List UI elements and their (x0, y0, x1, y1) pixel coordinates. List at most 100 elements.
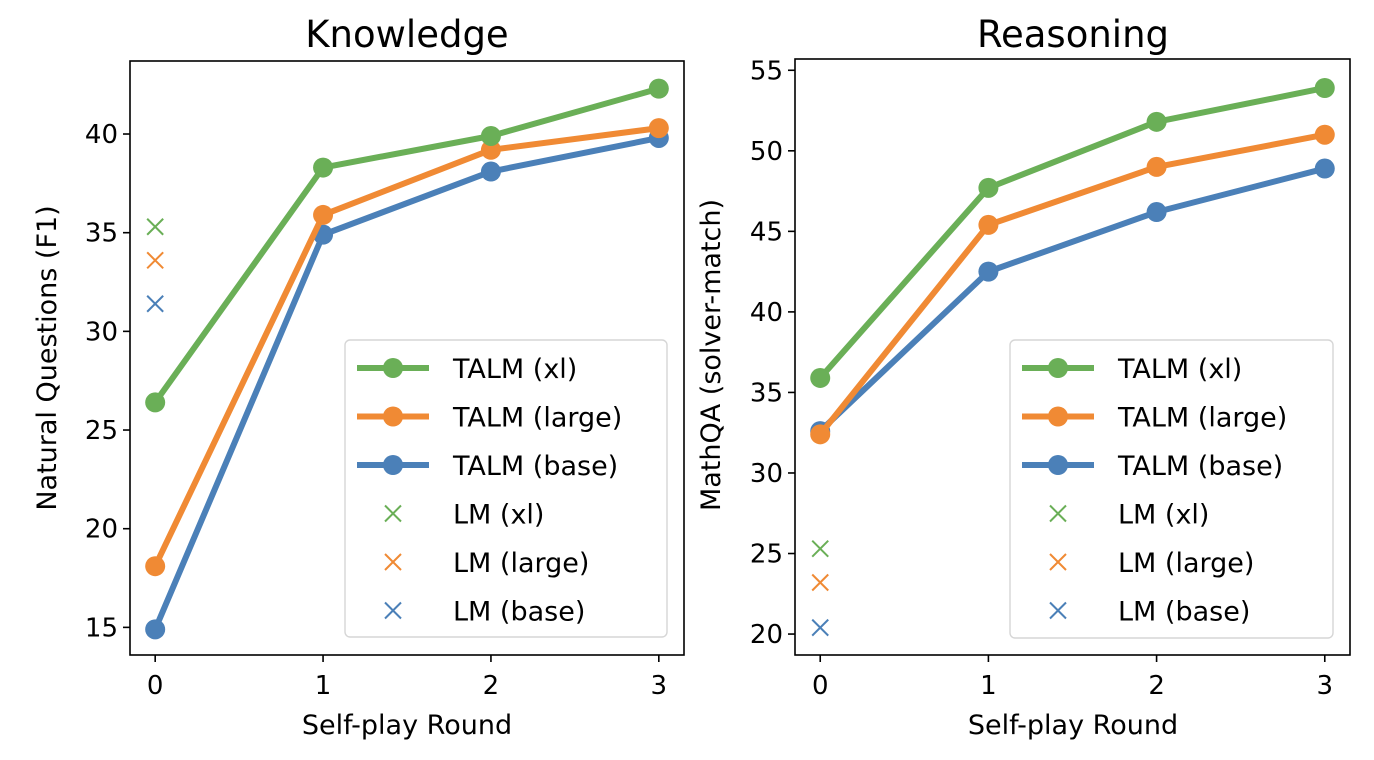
series-lm-large (146, 251, 164, 270)
data-point-cross (146, 251, 164, 270)
y-tick-label: 40 (750, 298, 783, 328)
x-tick-label: 3 (651, 671, 668, 701)
data-point (978, 177, 999, 198)
y-tick-label: 55 (750, 56, 783, 86)
data-point (145, 392, 166, 413)
legend-marker (1048, 455, 1068, 475)
legend-item-lm-large: LM (large) (384, 548, 589, 579)
data-point-cross (811, 573, 829, 592)
x-axis-label: Self-play Round (968, 710, 1178, 741)
x-tick-label: 2 (483, 671, 500, 701)
legend-label: LM (xl) (1118, 500, 1209, 531)
x-tick-label: 3 (1316, 671, 1333, 701)
series-talm-base (145, 127, 669, 640)
legend-marker (1048, 406, 1068, 427)
data-point (480, 125, 501, 146)
y-tick-label: 15 (85, 613, 118, 643)
data-point-cross (146, 295, 164, 313)
data-point (978, 261, 999, 282)
legend-item-talm-xl: TALM (xl) (357, 354, 577, 385)
legend: TALM (xl) TALM (large) TALM (base) LM (xl) L… (344, 339, 668, 638)
data-point (648, 118, 669, 139)
y-tick-label: 25 (85, 416, 118, 446)
y-axis-label: MathQA (solver-match) (696, 199, 727, 511)
legend-marker (383, 406, 403, 427)
data-point (1146, 202, 1167, 223)
data-point (480, 161, 501, 182)
data-point (1314, 124, 1335, 145)
y-tick-label: 45 (750, 217, 783, 247)
legend-item-talm-base: TALM (base) (357, 451, 618, 482)
axes-frame (129, 60, 685, 656)
legend-label: LM (base) (453, 597, 585, 628)
x-tick-label: 1 (315, 671, 332, 701)
data-point (145, 619, 166, 640)
x-tick-label: 0 (812, 671, 829, 701)
y-tick-label: 30 (85, 317, 118, 347)
legend-cross-marker (384, 601, 402, 620)
legend-cross-marker (1049, 553, 1067, 571)
data-point (1314, 158, 1335, 179)
series-lm-base (146, 295, 164, 313)
chart-title: Reasoning (977, 13, 1169, 56)
reasoning-chart: Reasoning MathQA (solver-match) Self-pla… (696, 13, 1351, 741)
series-line (818, 165, 1326, 434)
data-point (648, 78, 669, 99)
x-axis-label: Self-play Round (302, 710, 512, 741)
series-line (152, 125, 660, 568)
data-point (480, 139, 501, 160)
legend-cross-marker (384, 553, 402, 571)
plot-area: 20 25 30 35 40 45 50 55 0 1 2 3 TALM (xl) TALM (large… (750, 56, 1351, 701)
legend-label: TALM (xl) (452, 354, 577, 385)
data-point (313, 157, 334, 178)
legend: TALM (xl) TALM (large) TALM (base) LM (xl) L… (1009, 339, 1334, 639)
y-tick-label: 20 (85, 515, 118, 545)
data-point (978, 214, 999, 235)
x-tick-label: 2 (1148, 671, 1165, 701)
legend-item-talm-large: TALM (large) (1022, 403, 1287, 434)
legend-marker (383, 358, 403, 378)
data-point-cross (811, 618, 829, 637)
legend-item-lm-xl: LM (xl) (1049, 500, 1209, 531)
chart-title: Knowledge (305, 13, 508, 56)
x-tick-label: 1 (980, 671, 997, 701)
data-point (313, 204, 334, 225)
series-talm-xl (145, 78, 669, 413)
legend-item-lm-base: LM (base) (1049, 597, 1250, 628)
y-tick-label: 35 (85, 219, 118, 249)
y-tick-label: 20 (750, 620, 783, 650)
legend-item-talm-xl: TALM (xl) (1022, 354, 1242, 385)
legend-label: TALM (xl) (1117, 354, 1242, 385)
y-tick-label: 25 (750, 540, 783, 570)
legend-label: LM (large) (453, 548, 589, 579)
legend-marker (1048, 358, 1068, 378)
y-tick-label: 40 (85, 120, 118, 150)
y-tick-label: 50 (750, 137, 783, 167)
axes-frame (794, 58, 1351, 656)
legend-cross-marker (1049, 601, 1067, 620)
data-point (1146, 111, 1167, 132)
y-tick-label: 30 (750, 459, 783, 489)
series-lm-large (811, 573, 829, 592)
series-line (817, 85, 1326, 380)
series-line (152, 85, 660, 405)
y-axis-label: Natural Questions (F1) (32, 205, 63, 510)
series-talm-xl (810, 77, 1335, 388)
legend-label: TALM (base) (452, 451, 618, 482)
data-point (810, 367, 831, 388)
legend-item-lm-base: LM (base) (384, 597, 585, 628)
legend-label: LM (xl) (453, 500, 544, 531)
legend-label: TALM (large) (1117, 403, 1287, 434)
legend-item-talm-large: TALM (large) (357, 403, 622, 434)
legend-label: TALM (large) (452, 403, 622, 434)
knowledge-chart: Knowledge Natural Questions (F1) Self-pl… (32, 13, 685, 741)
series-line (817, 131, 1326, 437)
series-lm-xl (146, 218, 164, 236)
legend-item-talm-base: TALM (base) (1022, 451, 1283, 482)
legend-item-lm-large: LM (large) (1049, 548, 1254, 579)
legend-cross-marker (1049, 504, 1067, 523)
series-talm-large (810, 124, 1335, 445)
data-point (1146, 156, 1167, 177)
